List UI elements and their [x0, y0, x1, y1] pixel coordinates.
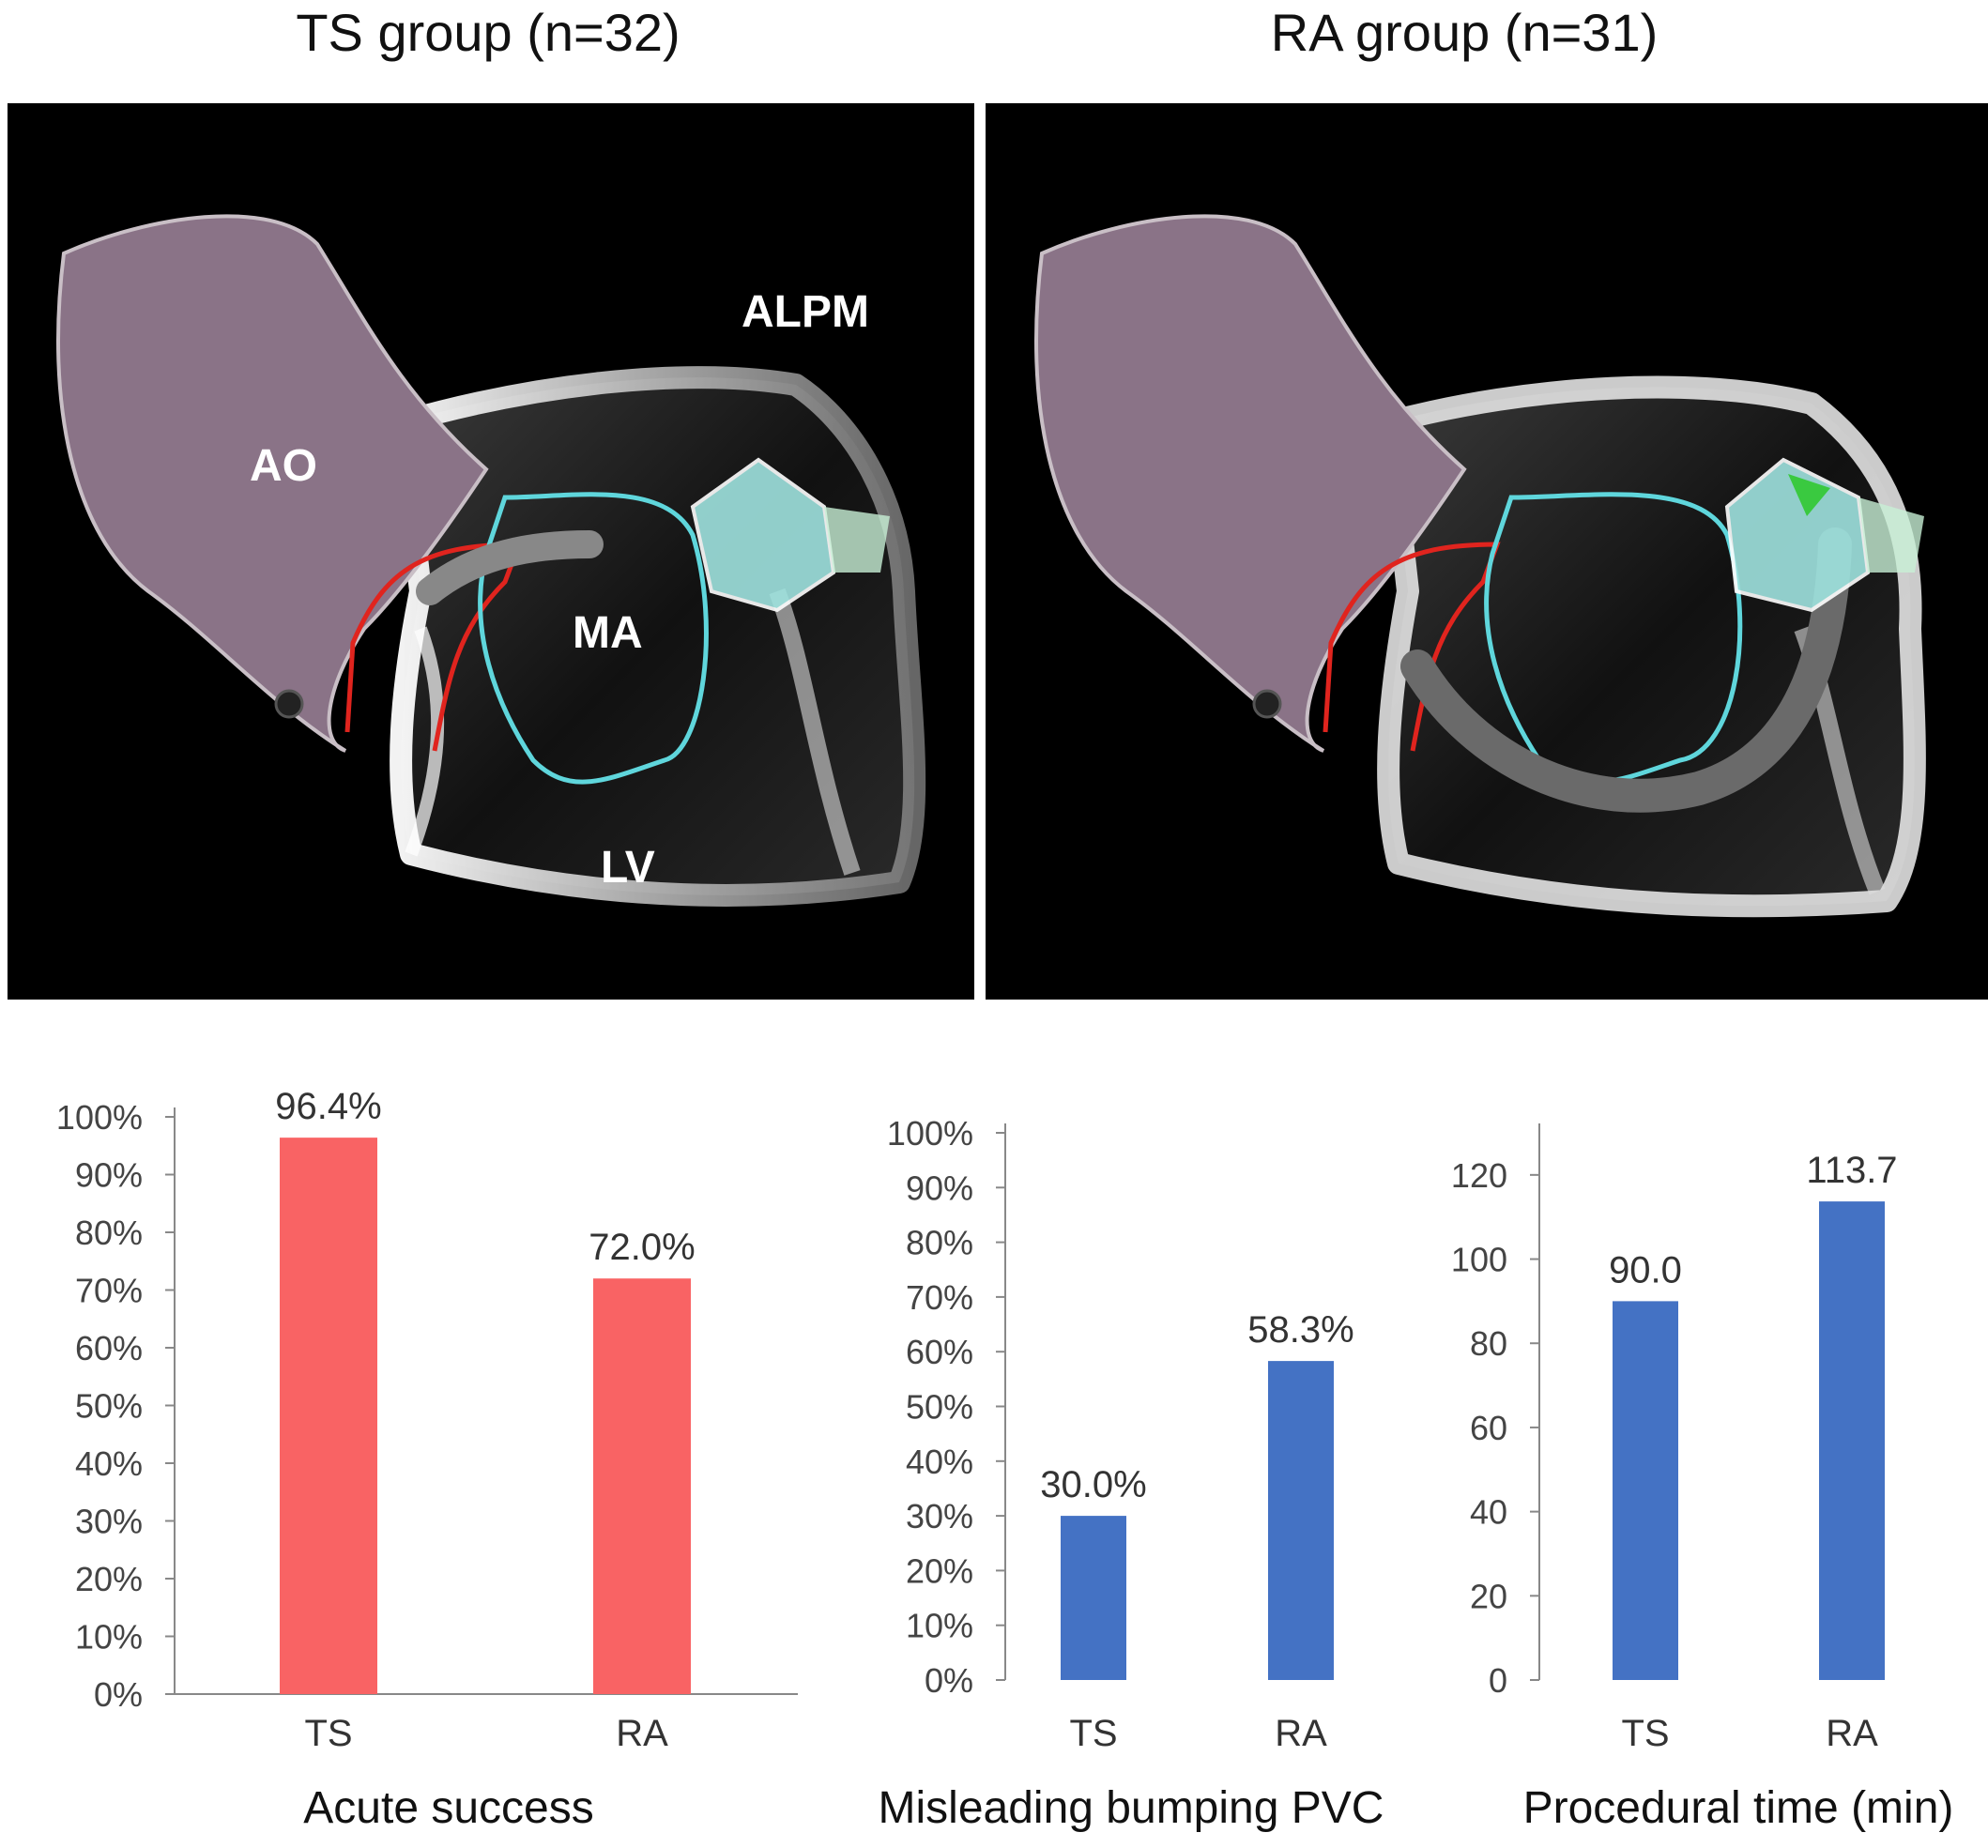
ra-anatomy-image	[986, 103, 1988, 1000]
data-label: 113.7	[1806, 1150, 1897, 1191]
mitral-annulus	[478, 492, 709, 785]
mitral-annulus	[1484, 492, 1743, 785]
data-label: 90.0	[1609, 1249, 1682, 1291]
data-label: 72.0%	[589, 1227, 695, 1268]
charts-area: 0% 10% 20% 30% 40% 50% 60% 70% 80% 90% 100% 96.4% TS…	[56, 1086, 1954, 1833]
y-tick-label: 0	[1489, 1661, 1507, 1700]
y-tick-label: 100	[1451, 1241, 1507, 1279]
y-tick-label: 60%	[75, 1329, 143, 1367]
bar-ts	[1613, 1301, 1678, 1680]
y-tick-label: 80	[1470, 1324, 1507, 1363]
y-tick-label: 10%	[75, 1618, 143, 1657]
y-tick-label: 20%	[75, 1560, 143, 1598]
y-tick-label: 70%	[906, 1278, 973, 1317]
chart-title: Procedural time (min)	[1523, 1783, 1954, 1833]
y-tick-label: 80%	[75, 1214, 143, 1252]
label-ma: MA	[573, 608, 643, 658]
chart-title: Misleading bumping PVC	[879, 1783, 1384, 1833]
y-tick-label: 40%	[906, 1443, 973, 1481]
y-tick-label: 10%	[906, 1607, 973, 1645]
catheter	[416, 530, 604, 605]
y-tick-label: 90%	[75, 1156, 143, 1195]
x-category-label: TS	[1069, 1713, 1117, 1754]
y-tick-label: 90%	[906, 1168, 973, 1207]
y-tick-label: 30%	[906, 1497, 973, 1535]
ts-anatomy-image: AO ALPM MA LV	[8, 103, 974, 1000]
x-category-label: RA	[1826, 1713, 1878, 1754]
label-alpm: ALPM	[742, 287, 869, 337]
x-category-label: RA	[616, 1713, 668, 1754]
label-lv: LV	[601, 843, 655, 893]
ts-group-title: TS group (n=32)	[296, 3, 681, 62]
bar-ra	[593, 1278, 691, 1694]
x-category-label: TS	[1621, 1713, 1669, 1754]
y-tick-label: 40%	[75, 1444, 143, 1483]
y-tick-label: 50%	[75, 1387, 143, 1426]
catheter	[1400, 527, 1852, 813]
chart-title: Acute success	[303, 1783, 593, 1833]
bar-ts	[280, 1138, 377, 1694]
aorta-shape	[1034, 214, 1467, 753]
y-tick-label: 40	[1470, 1493, 1507, 1532]
y-tick-label: 60	[1470, 1409, 1507, 1447]
x-category-label: TS	[304, 1713, 352, 1754]
bar-ts	[1061, 1516, 1126, 1680]
data-label: 58.3%	[1247, 1309, 1353, 1351]
y-tick-label: 0%	[925, 1661, 973, 1700]
bar-ra	[1268, 1361, 1334, 1680]
aorta-shape	[56, 214, 489, 753]
y-tick-label: 120	[1451, 1156, 1507, 1195]
y-tick-label: 60%	[906, 1333, 973, 1371]
y-tick-label: 20	[1470, 1577, 1507, 1615]
y-tick-label: 50%	[906, 1388, 973, 1427]
data-label: 30.0%	[1040, 1464, 1146, 1505]
x-category-label: RA	[1275, 1713, 1327, 1754]
y-tick-label: 30%	[75, 1503, 143, 1541]
y-tick-label: 20%	[906, 1551, 973, 1590]
y-tick-label: 0%	[94, 1675, 143, 1714]
y-tick-label: 100%	[56, 1098, 143, 1137]
y-tick-label: 70%	[75, 1272, 143, 1310]
bar-ra	[1819, 1201, 1885, 1680]
data-label: 96.4%	[275, 1086, 381, 1127]
ra-group-title: RA group (n=31)	[1270, 3, 1659, 62]
label-ao: AO	[250, 441, 317, 491]
y-tick-label: 100%	[887, 1114, 973, 1153]
y-tick-label: 80%	[906, 1224, 973, 1262]
